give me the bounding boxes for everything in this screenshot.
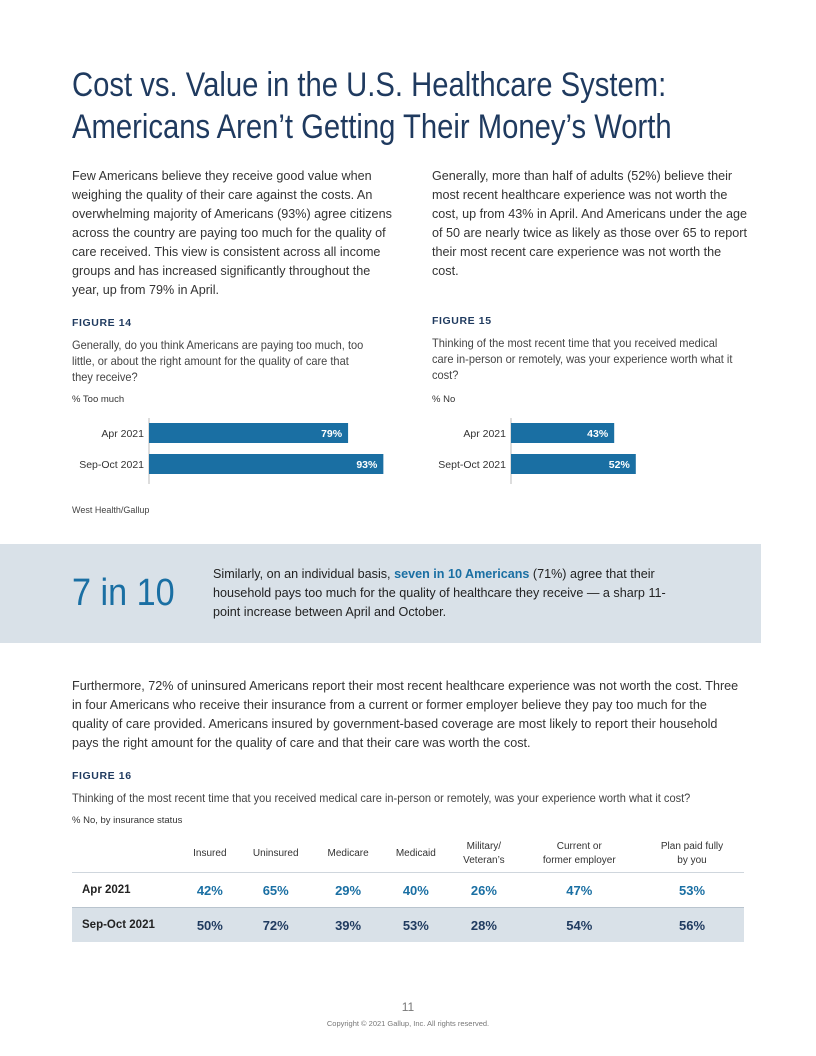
table-row-label: Sep-Oct 2021 <box>72 907 182 942</box>
table-header-medicare: Medicare <box>314 836 383 873</box>
table-cell: 40% <box>382 872 450 908</box>
bar-value-label: 52% <box>609 459 631 471</box>
table-cell: 42% <box>182 872 238 908</box>
figure-16-table: Insured Uninsured Medicare Medicaid Mili… <box>72 836 744 942</box>
bar-value-label: 43% <box>587 428 609 440</box>
header-line: Uninsured <box>252 848 299 859</box>
table-header-row: Insured Uninsured Medicare Medicaid Mili… <box>72 836 744 873</box>
bar-category-label: Apr 2021 <box>101 428 144 440</box>
table-cell: 65% <box>237 872 314 908</box>
figure-15-chart: Apr 2021 43% Sept-Oct 2021 52% <box>438 418 636 484</box>
table-row: Sep-Oct 2021 50% 72% 39% 53% 28% 54% 56% <box>72 907 744 942</box>
page-title-line-1: Cost vs. Value in the U.S. Healthcare Sy… <box>72 66 667 104</box>
figure-16-question: Thinking of the most recent time that yo… <box>72 791 691 805</box>
figure-15-unit: % No <box>432 394 456 405</box>
page-title-line-2: Americans Aren’t Getting Their Money’s W… <box>72 108 672 146</box>
table-cell: 53% <box>382 907 450 942</box>
bar-value-label: 79% <box>321 428 343 440</box>
callout-highlight: seven in 10 Americans <box>394 567 530 581</box>
page-number: 11 <box>401 1000 415 1014</box>
figure-14-label: FIGURE 14 <box>72 317 132 329</box>
table-header-insured: Insured <box>182 836 238 873</box>
table-header-uninsured: Uninsured <box>238 836 314 873</box>
bar <box>511 454 636 474</box>
callout-band: 7 in 10 Similarly, on an individual basi… <box>0 544 761 643</box>
table-cell: 72% <box>237 907 314 942</box>
table-cell: 50% <box>182 907 238 942</box>
body-paragraph-2: Furthermore, 72% of uninsured Americans … <box>72 679 739 750</box>
table-cell: 56% <box>640 907 744 942</box>
table-header-empty <box>72 836 182 873</box>
table-cell: 54% <box>518 907 641 942</box>
copyright-notice: Copyright © 2021 Gallup, Inc. All rights… <box>326 1019 490 1028</box>
bar <box>511 423 615 443</box>
table-header-military: Military/ Veteran’s <box>449 836 518 873</box>
bar <box>149 423 349 443</box>
callout-stat: 7 in 10 <box>72 572 175 614</box>
header-line: Medicare <box>327 848 369 859</box>
source-note: West Health/Gallup <box>72 505 150 515</box>
bar-category-label: Sep-Oct 2021 <box>79 459 144 471</box>
intro-left-paragraph: Few Americans believe they receive good … <box>72 169 392 297</box>
table-row-label: Apr 2021 <box>72 872 182 908</box>
table-row: Apr 2021 42% 65% 29% 40% 26% 47% 53% <box>72 872 744 908</box>
callout-text-before: Similarly, on an individual basis, <box>213 567 395 581</box>
table-cell: 39% <box>313 907 383 942</box>
page-title: Cost vs. Value in the U.S. Healthcare Sy… <box>72 64 672 148</box>
bar-category-label: Sept-Oct 2021 <box>438 459 506 471</box>
table-cell: 47% <box>518 872 641 908</box>
callout-text-after: (71%) agree that their household pays to… <box>213 567 666 619</box>
table-cell: 26% <box>449 872 519 908</box>
figure-14-unit: % Too much <box>72 394 125 405</box>
header-line: Veteran’s <box>463 855 505 866</box>
table-cell: 53% <box>640 872 744 908</box>
figure-14-chart: Apr 2021 79% Sep-Oct 2021 93% <box>79 418 384 484</box>
header-line: Insured <box>193 848 227 859</box>
table-header-employer: Current or former employer <box>519 836 641 873</box>
figure-16-unit: % No, by insurance status <box>72 815 183 826</box>
figure-16-label: FIGURE 16 <box>72 770 132 782</box>
header-line: Military/ <box>466 841 502 852</box>
intro-right-paragraph: Generally, more than half of adults (52%… <box>432 169 748 278</box>
callout-text: Similarly, on an individual basis, seven… <box>213 565 683 622</box>
header-line: Medicaid <box>395 848 436 859</box>
bar <box>149 454 384 474</box>
table-cell: 28% <box>449 907 519 942</box>
header-line: Current or <box>556 841 602 852</box>
bar-value-label: 93% <box>356 459 378 471</box>
table-header-self-paid: Plan paid fully by you <box>640 836 744 873</box>
figure-15-label: FIGURE 15 <box>432 315 492 327</box>
figure-15-question: Thinking of the most recent time that yo… <box>432 336 733 382</box>
bar-category-label: Apr 2021 <box>463 428 506 440</box>
header-line: Plan paid fully <box>660 841 724 852</box>
table-header-medicaid: Medicaid <box>382 836 449 873</box>
header-line: former employer <box>542 855 616 866</box>
figure-14-question: Generally, do you think Americans are pa… <box>72 338 364 384</box>
table-cell: 29% <box>313 872 383 908</box>
header-line: by you <box>677 855 707 866</box>
